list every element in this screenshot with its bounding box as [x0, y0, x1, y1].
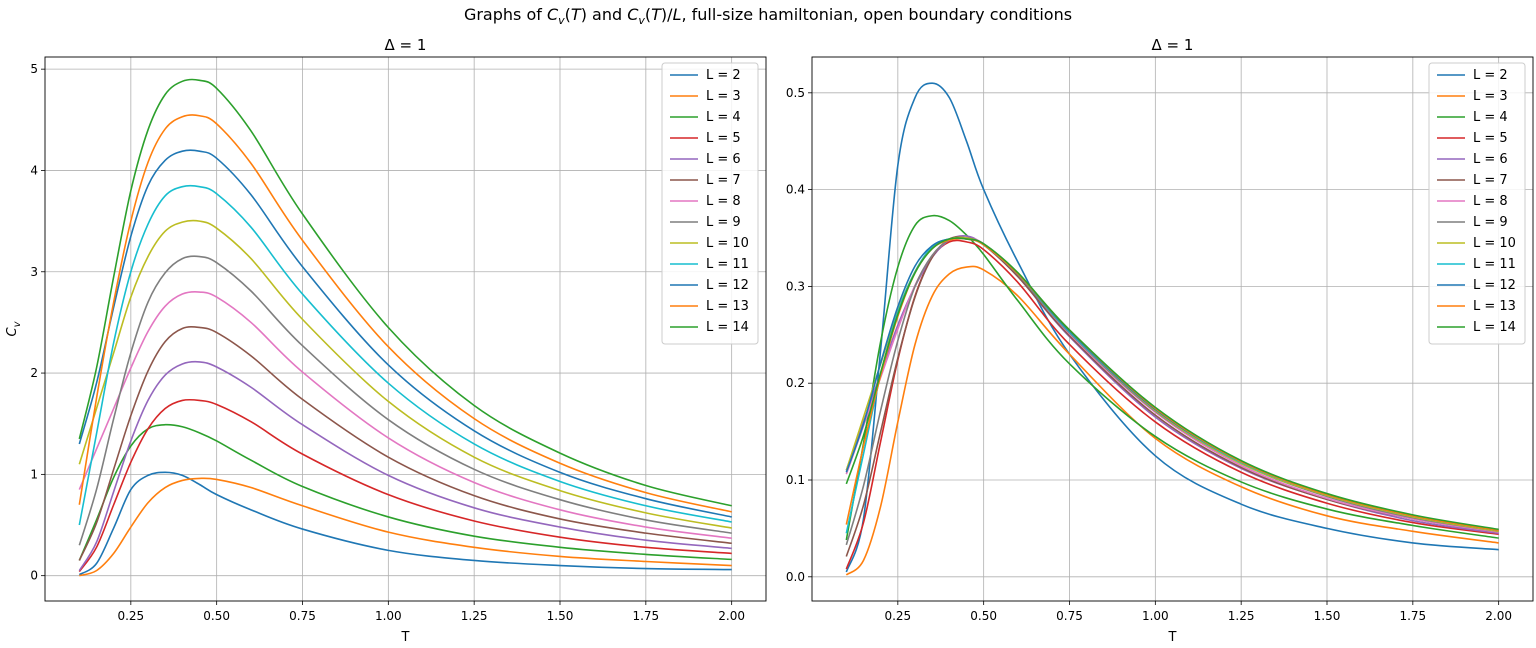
legend-box	[1428, 62, 1526, 345]
y-tick-label: 2	[30, 366, 38, 380]
legend-label: L = 3	[1473, 89, 1508, 104]
y-tick-label: 4	[30, 163, 38, 177]
series-line	[78, 471, 732, 576]
series-line	[79, 477, 732, 577]
legend-label: L = 11	[1473, 257, 1516, 272]
legend-label: L = 12	[1473, 278, 1516, 293]
y-tick-label: 3	[30, 265, 38, 279]
legend-label: L = 5	[1473, 131, 1508, 146]
series-line	[78, 184, 732, 526]
series-line	[845, 214, 1499, 541]
series-line	[78, 149, 732, 518]
legend-label: L = 13	[706, 299, 749, 314]
series-lines	[78, 78, 732, 577]
x-tick-label: 1.25	[1228, 609, 1255, 623]
x-tick-label: 1.25	[461, 609, 488, 623]
x-tick-label: 1.00	[375, 609, 402, 623]
legend-label: L = 9	[706, 215, 741, 230]
x-axis-label: T	[401, 630, 410, 645]
legend-label: L = 4	[706, 110, 741, 125]
legend-label: L = 5	[706, 131, 741, 146]
x-tick-label: 1.00	[1142, 609, 1169, 623]
right-chart-panel: 0.25 0.50 0.75 1.00 1.25 1.50 1.75 2.00 0.0 0.1 0.…	[786, 36, 1534, 645]
series-line	[78, 255, 732, 546]
x-tick-label: 2.00	[718, 609, 745, 623]
y-tick-label: 0	[30, 569, 38, 583]
x-tick-label: 1.75	[1399, 609, 1426, 623]
x-tick-label: 0.50	[970, 609, 997, 623]
y-tick-label: 0.4	[786, 183, 805, 197]
y-tick-label: 0.2	[786, 376, 805, 390]
x-tick-label: 1.50	[547, 609, 574, 623]
x-axis-label: T	[1168, 630, 1177, 645]
legend-label: L = 14	[1473, 320, 1516, 335]
legend-label: L = 2	[706, 68, 741, 83]
legend-label: L = 10	[706, 236, 749, 251]
legend-label: L = 8	[706, 194, 741, 209]
legend-label: L = 2	[1473, 68, 1508, 83]
series-line	[845, 82, 1499, 573]
series-line	[845, 265, 1499, 576]
legend-label: L = 8	[1473, 194, 1508, 209]
y-tick-label: 5	[30, 62, 38, 76]
series-line	[78, 360, 732, 572]
series-lines	[845, 82, 1499, 576]
x-tick-label: 1.75	[632, 609, 659, 623]
y-tick-label: 0.0	[786, 570, 805, 584]
legend-label: L = 6	[706, 152, 741, 167]
x-tick-label: 0.75	[289, 609, 316, 623]
x-tick-label: 0.75	[1056, 609, 1083, 623]
legend: L = 2 L = 3 L = 4 L = 5 L = 6 L = 7 L = 8 L = 9…	[661, 62, 759, 345]
series-line	[845, 239, 1499, 570]
legend-label: L = 14	[706, 320, 749, 335]
x-tick-label: 0.25	[884, 609, 911, 623]
series-line	[78, 114, 732, 513]
y-axis-label: Cv	[5, 320, 23, 336]
legend-label: L = 6	[1473, 152, 1508, 167]
legend-label: L = 3	[706, 89, 741, 104]
series-line	[845, 237, 1499, 531]
series-line	[78, 398, 732, 573]
x-tick-label: 0.50	[203, 609, 230, 623]
legend-label: L = 11	[706, 257, 749, 272]
x-tick-label: 2.00	[1485, 609, 1512, 623]
chart-title: Δ = 1	[385, 36, 427, 54]
legend-label: L = 7	[1473, 173, 1508, 188]
legend-label: L = 9	[1473, 215, 1508, 230]
legend: L = 2 L = 3 L = 4 L = 5 L = 6 L = 7 L = 8 L = 9…	[1428, 62, 1526, 345]
legend-box	[661, 62, 759, 345]
legend-label: L = 10	[1473, 236, 1516, 251]
legend-label: L = 7	[706, 173, 741, 188]
legend-label: L = 13	[1473, 299, 1516, 314]
y-tick-label: 0.1	[786, 473, 805, 487]
legend-label: L = 12	[706, 278, 749, 293]
x-tick-label: 1.50	[1314, 609, 1341, 623]
figure-title: Graphs of Cv(T) and Cv(T)/L, full-size h…	[464, 5, 1072, 27]
axes-frame	[44, 56, 767, 602]
x-tick-label: 0.25	[117, 609, 144, 623]
y-tick-label: 0.5	[786, 86, 805, 100]
chart-title: Δ = 1	[1152, 36, 1194, 54]
series-line	[78, 326, 732, 561]
y-tick-label: 1	[30, 467, 38, 481]
axes-frame	[811, 56, 1534, 602]
series-line	[78, 219, 732, 529]
series-line	[78, 290, 732, 539]
series-line	[78, 78, 732, 507]
legend-label: L = 4	[1473, 110, 1508, 125]
y-tick-label: 0.3	[786, 279, 805, 293]
left-chart-panel: 0.25 0.50 0.75 1.00 1.25 1.50 1.75 2.00 0 1 2 3 4 5 Δ …	[5, 36, 767, 645]
